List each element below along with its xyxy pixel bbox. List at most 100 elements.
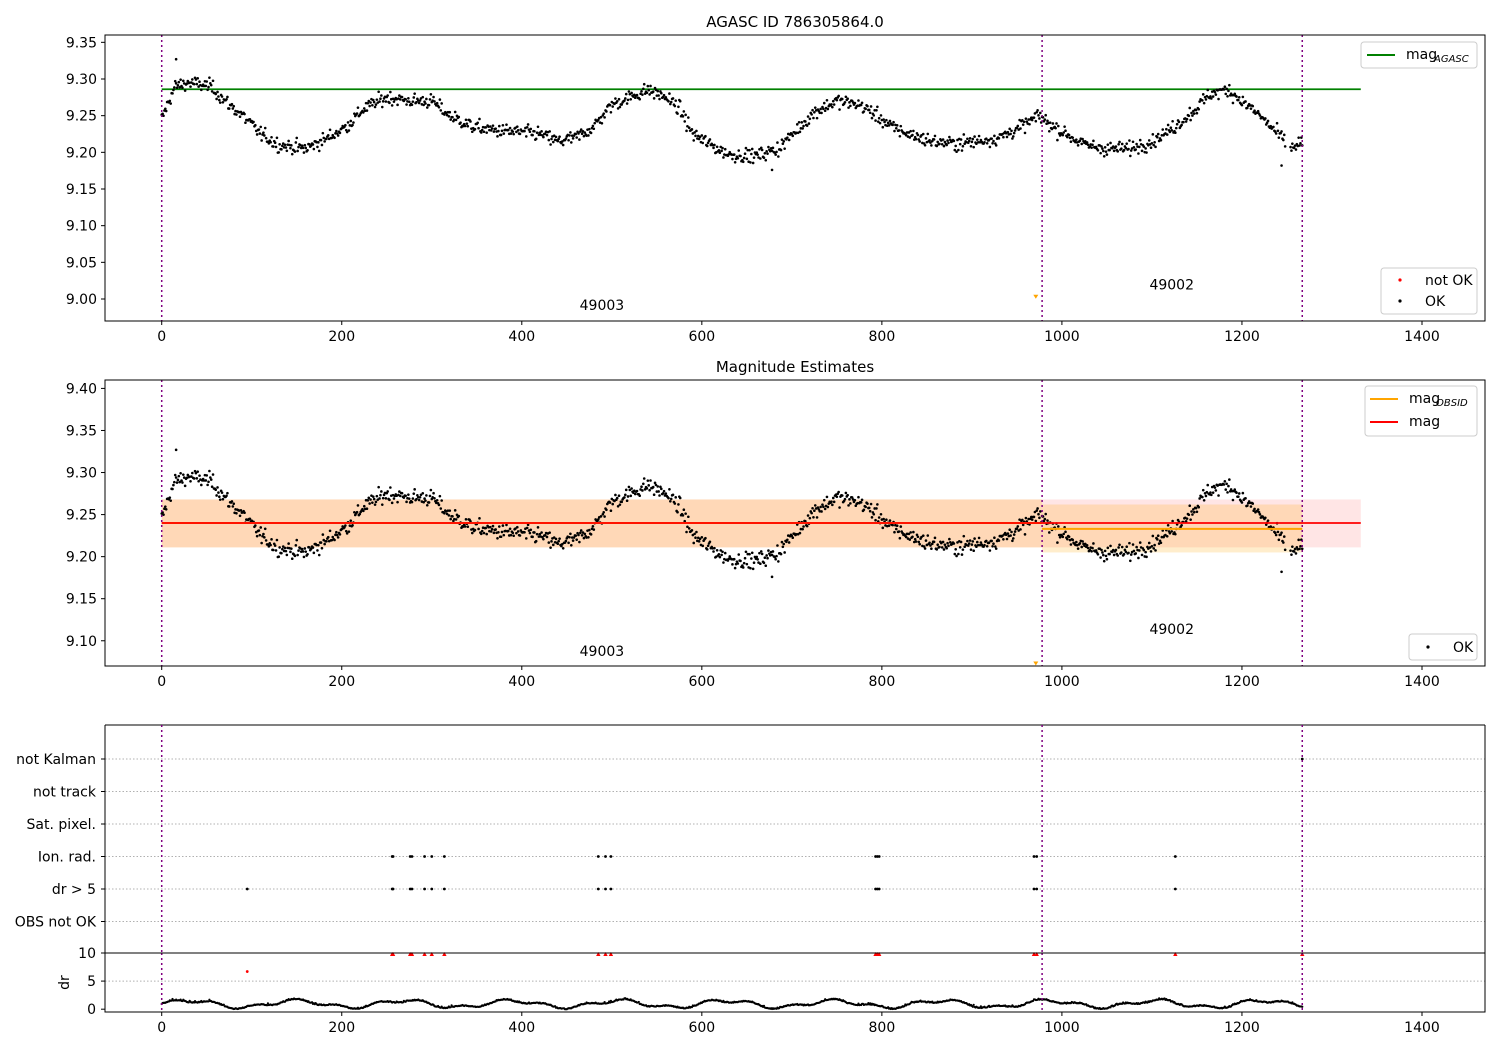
data-point <box>1171 119 1174 123</box>
data-point <box>221 100 225 104</box>
data-point <box>609 509 613 512</box>
data-point <box>264 136 268 140</box>
data-point <box>642 87 645 91</box>
data-point <box>1016 124 1020 128</box>
data-point <box>669 102 672 106</box>
data-point <box>194 471 198 475</box>
data-point <box>975 138 979 141</box>
data-point <box>1256 109 1260 113</box>
data-point <box>278 142 281 146</box>
data-point <box>396 103 399 107</box>
data-point <box>1204 494 1208 498</box>
data-point <box>317 543 320 547</box>
data-point <box>1231 498 1235 502</box>
data-point <box>469 519 472 523</box>
data-point <box>1169 126 1173 130</box>
data-point <box>300 547 304 551</box>
data-point <box>484 526 488 530</box>
data-point <box>1291 142 1294 145</box>
data-point <box>1164 533 1167 537</box>
data-point <box>1240 103 1244 107</box>
data-point <box>983 543 986 547</box>
data-point <box>648 93 651 96</box>
data-point <box>283 546 287 550</box>
data-point <box>1294 552 1298 555</box>
data-point <box>635 93 639 97</box>
data-point <box>1213 90 1217 94</box>
data-point <box>405 103 408 106</box>
x-tick-label: 1400 <box>1404 1020 1440 1036</box>
data-point <box>1117 143 1120 146</box>
data-point <box>407 493 410 496</box>
data-point <box>193 469 197 473</box>
data-point <box>181 481 184 484</box>
data-point <box>171 92 174 95</box>
data-point <box>1158 539 1162 543</box>
data-point <box>200 483 203 487</box>
data-point <box>1088 548 1092 552</box>
data-point <box>293 150 297 153</box>
data-point <box>1195 111 1199 115</box>
data-point <box>775 150 778 154</box>
data-point <box>938 142 941 146</box>
data-point <box>526 123 530 126</box>
data-point <box>811 506 814 510</box>
data-point <box>505 523 508 527</box>
data-point <box>267 545 271 548</box>
data-point <box>1085 141 1089 144</box>
data-point <box>1192 109 1195 113</box>
data-point <box>1114 548 1118 552</box>
data-point <box>331 535 335 539</box>
data-point <box>952 542 956 545</box>
data-point <box>750 152 753 156</box>
data-point <box>578 138 581 141</box>
data-point <box>885 518 888 522</box>
data-point <box>923 143 927 147</box>
data-point <box>1127 551 1130 555</box>
data-point <box>1120 551 1123 554</box>
x-tick-label: 0 <box>157 1020 166 1036</box>
data-point <box>1012 533 1016 536</box>
data-point <box>959 540 963 544</box>
data-point <box>783 147 786 150</box>
data-point <box>1011 135 1015 138</box>
flag-point <box>604 855 607 858</box>
data-point <box>1204 98 1208 101</box>
data-point <box>419 493 423 497</box>
flag-point <box>442 887 446 891</box>
data-point <box>914 137 918 141</box>
data-point <box>899 525 903 528</box>
data-point <box>907 131 911 134</box>
data-point <box>776 141 779 144</box>
panel-title: Magnitude Estimates <box>716 358 874 376</box>
data-point <box>1090 146 1093 149</box>
data-point <box>1276 530 1280 534</box>
data-point <box>478 517 481 520</box>
data-point <box>1122 552 1126 556</box>
data-point <box>860 498 864 502</box>
data-point <box>758 147 761 151</box>
data-point <box>832 103 836 106</box>
data-point <box>369 498 372 501</box>
data-point <box>892 120 895 124</box>
data-point <box>825 495 829 499</box>
data-point <box>770 575 774 579</box>
data-point <box>867 506 871 510</box>
data-point <box>173 79 177 83</box>
data-point <box>743 152 747 155</box>
data-point <box>800 121 804 124</box>
data-point <box>1228 83 1231 87</box>
data-point <box>975 540 979 544</box>
data-point <box>162 114 165 118</box>
panel-title: AGASC ID 786305864.0 <box>706 13 884 31</box>
x-tick-label: 600 <box>688 1020 715 1036</box>
data-point <box>682 508 686 511</box>
data-point <box>209 476 212 479</box>
data-point <box>997 539 1001 542</box>
data-point <box>795 123 799 126</box>
data-point <box>557 137 560 141</box>
data-point <box>1144 147 1147 150</box>
data-point <box>620 103 624 106</box>
data-point <box>957 552 960 556</box>
data-point <box>798 130 802 134</box>
